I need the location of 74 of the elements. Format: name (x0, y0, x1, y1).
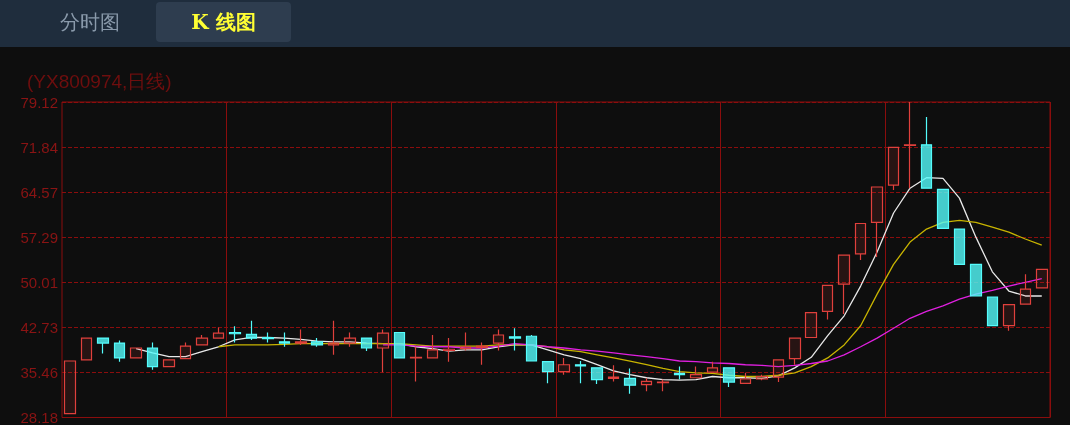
candlestick (409, 346, 423, 383)
candlestick (837, 254, 851, 315)
candlestick (640, 377, 653, 392)
candlestick (986, 296, 999, 327)
candlestick (376, 328, 390, 373)
candlestick (854, 222, 867, 261)
y-tick-label: 35.46 (20, 363, 58, 381)
candlestick (1002, 304, 1016, 332)
candlestick (426, 334, 439, 359)
y-tick-label: 50.01 (20, 273, 58, 291)
y-tick-label: 71.84 (20, 138, 58, 156)
candlestick (656, 379, 670, 392)
candlestick (96, 337, 110, 355)
candlestick (245, 320, 258, 341)
candlestick (442, 337, 456, 363)
y-tick-label: 79.12 (20, 93, 58, 111)
candlestick (113, 339, 126, 363)
candlestick (360, 337, 373, 352)
y-tick-label: 42.73 (20, 318, 58, 336)
candlestick (459, 331, 472, 352)
candlestick (788, 337, 802, 366)
candlestick (195, 334, 209, 346)
candlestick (969, 263, 983, 297)
candlestick (294, 328, 308, 346)
candlestick (870, 186, 884, 258)
candlestick (739, 372, 752, 384)
candlestick (343, 331, 357, 348)
candlestick (574, 360, 587, 384)
candlestick (475, 341, 489, 366)
candlestick (162, 359, 176, 368)
chart-title: (YX800974,日线) (27, 71, 172, 92)
candlestick (212, 326, 225, 339)
y-tick-label: 28.18 (20, 409, 58, 425)
candlestick (903, 101, 917, 189)
candlestick (310, 337, 324, 348)
candlestick (80, 337, 93, 361)
candlestick (689, 365, 703, 379)
candlestick (706, 361, 719, 373)
candlestick (804, 312, 818, 339)
candlestick (327, 320, 340, 356)
candlestick (525, 334, 538, 362)
candlestick (673, 365, 686, 381)
candlestick (821, 284, 834, 321)
candlestick (1019, 273, 1032, 305)
candlestick (607, 364, 620, 383)
line-series (217, 219, 1043, 378)
candlestick (590, 367, 604, 385)
candlestick (936, 188, 950, 230)
candlestick (623, 367, 637, 395)
y-tick-label: 64.57 (20, 183, 58, 201)
candlestick (920, 116, 933, 189)
candlestick (541, 361, 555, 384)
candlestick (492, 328, 505, 352)
candlestick (508, 327, 522, 352)
y-tick-label: 57.29 (20, 228, 58, 246)
candlestick (261, 331, 275, 344)
candlestick (557, 357, 571, 376)
line-series (382, 277, 1043, 368)
candlestick (278, 331, 291, 348)
candlestick (1035, 268, 1049, 289)
candlestick (228, 325, 242, 344)
candlestick (179, 341, 192, 360)
text: K 线图 (156, 2, 291, 42)
text: 分时图 (59, 9, 121, 36)
candlestick (393, 331, 406, 359)
candlestick (63, 360, 77, 415)
candlestick (146, 341, 159, 371)
candlestick (953, 228, 966, 265)
candlestick (722, 367, 736, 388)
candlestick (129, 347, 143, 359)
line-series (135, 177, 1043, 381)
candlestick (887, 146, 900, 191)
candlestick (772, 359, 785, 383)
candlestick (755, 374, 769, 381)
